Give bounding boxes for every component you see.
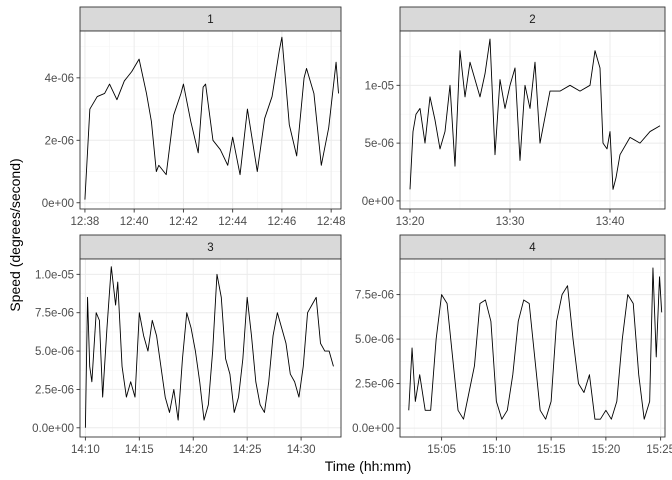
facet-strip-label: 4 xyxy=(529,242,536,254)
facet-strip-label: 1 xyxy=(207,14,213,26)
x-tick-label: 14:30 xyxy=(287,444,316,456)
x-tick-label: 12:40 xyxy=(120,216,149,228)
speed-series-line xyxy=(84,36,339,200)
x-tick-label: 14:20 xyxy=(179,444,208,456)
x-tick-label: 14:10 xyxy=(71,444,100,456)
x-tick-label: 14:15 xyxy=(125,444,154,456)
y-tick-label: 7.5e-06 xyxy=(355,290,394,302)
x-tick-label: 12:48 xyxy=(317,216,346,228)
y-tick-label: 0.0e+00 xyxy=(32,423,74,435)
y-axis-title: Speed (degrees/second) xyxy=(7,158,23,311)
facet-panel-1: 1 12:38 12:40 12:42 12:44 12:46 12:48 0e+00 2e-0… xyxy=(42,6,346,228)
y-tick-label: 7.5e-06 xyxy=(35,308,74,320)
x-tick-label: 12:38 xyxy=(71,216,100,228)
x-tick-label: 15:15 xyxy=(537,444,566,456)
panel-background xyxy=(400,259,665,437)
x-tick-label: 13:30 xyxy=(496,216,525,228)
y-tick-label: 2.5e-06 xyxy=(355,379,394,391)
panel-border xyxy=(399,258,666,438)
y-tick-label: 5.0e-06 xyxy=(355,334,394,346)
x-tick-label: 14:25 xyxy=(233,444,262,456)
x-tick-label: 12:44 xyxy=(218,216,247,228)
facet-strip xyxy=(79,6,342,32)
facet-strip-label: 2 xyxy=(529,14,535,26)
panel-border xyxy=(79,258,342,438)
x-tick-label: 12:42 xyxy=(169,216,198,228)
panel-border xyxy=(399,30,666,210)
facet-panel-2: 2 13:20 13:30 13:40 0e+00 5e-06 1e-05 xyxy=(362,6,666,228)
x-tick-label: 15:05 xyxy=(427,444,456,456)
speed-series-line xyxy=(409,38,661,190)
panel-background xyxy=(80,259,341,437)
y-tick-label: 0e+00 xyxy=(362,196,394,208)
x-tick-label: 15:10 xyxy=(482,444,511,456)
y-tick-label: 1e-05 xyxy=(365,80,394,92)
facet-strip xyxy=(399,234,666,260)
speed-series-line xyxy=(408,267,663,420)
y-tick-label: 4e-06 xyxy=(45,73,74,85)
y-tick-label: 0e+00 xyxy=(42,198,74,210)
panel-border xyxy=(79,30,342,210)
facet-panel-4: 4 15:05 15:10 15:15 15:20 15:25 0.0e+00 2.5e-06… xyxy=(352,234,672,456)
y-tick-label: 2.5e-06 xyxy=(35,384,74,396)
y-tick-label: 1.0e-05 xyxy=(35,269,74,281)
x-tick-label: 15:20 xyxy=(591,444,620,456)
y-tick-label: 2e-06 xyxy=(45,135,74,147)
facet-panel-3: 3 14:10 14:15 14:20 14:25 14:30 0.0e+00 2.5e-06… xyxy=(32,234,342,456)
y-tick-label: 5e-06 xyxy=(365,138,394,150)
x-tick-label: 12:46 xyxy=(268,216,297,228)
x-tick-label: 13:20 xyxy=(396,216,425,228)
x-tick-label: 15:25 xyxy=(646,444,672,456)
facet-strip xyxy=(79,234,342,260)
x-axis-title: Time (hh:mm) xyxy=(325,458,412,474)
x-tick-label: 13:40 xyxy=(596,216,625,228)
y-tick-label: 0.0e+00 xyxy=(352,423,394,435)
panels-layer: 1 12:38 12:40 12:42 12:44 12:46 12:48 0e+00 2e-0… xyxy=(32,6,672,456)
panel-background xyxy=(400,31,665,209)
speed-series-line xyxy=(84,266,334,428)
facet-strip-label: 3 xyxy=(207,242,213,254)
facet-strip xyxy=(399,6,666,32)
y-tick-label: 5.0e-06 xyxy=(35,346,74,358)
